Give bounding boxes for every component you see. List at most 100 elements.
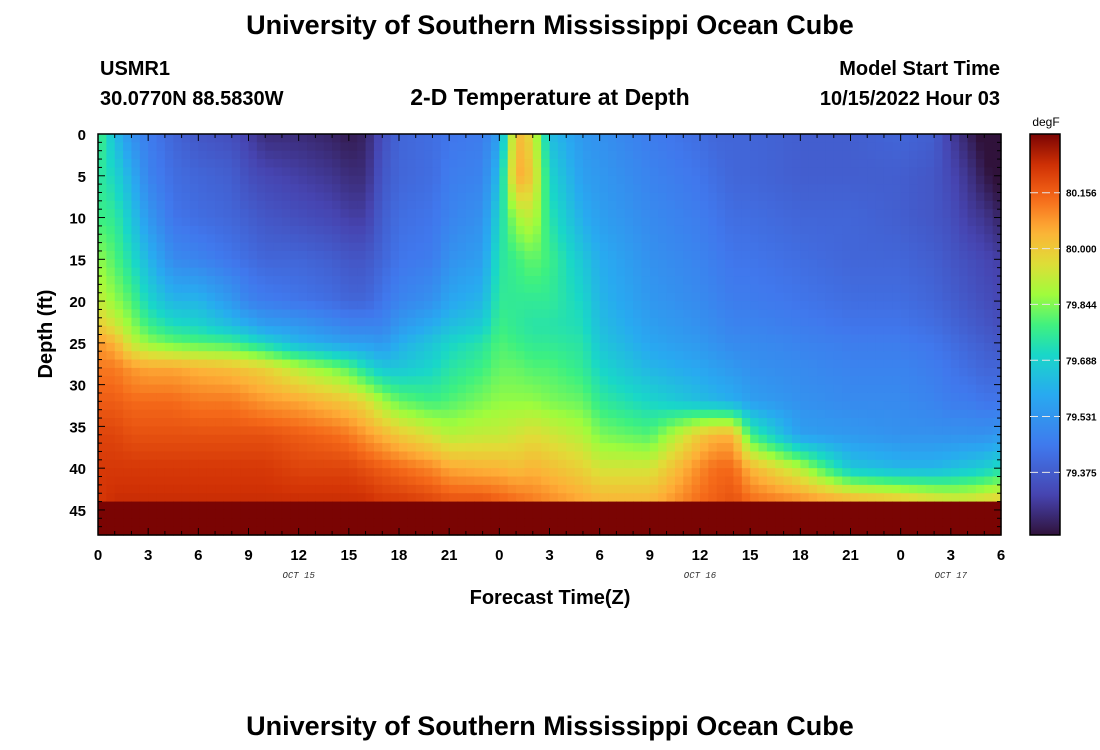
heatmap-cell <box>490 351 500 361</box>
heatmap-cell <box>156 493 166 503</box>
heatmap-cell <box>399 242 408 252</box>
heatmap-cell <box>499 367 509 377</box>
heatmap-cell <box>766 292 776 302</box>
heatmap-cell <box>566 317 576 327</box>
heatmap-cell <box>892 468 902 478</box>
heatmap-cell <box>850 326 860 336</box>
heatmap-cell <box>867 309 877 319</box>
heatmap-cell <box>490 259 500 269</box>
heatmap-cell <box>658 501 668 511</box>
heatmap-cell <box>775 259 785 269</box>
heatmap-cell <box>909 150 918 160</box>
heatmap-cell <box>909 376 918 386</box>
heatmap-cell <box>741 276 751 285</box>
heatmap-cell <box>817 443 827 453</box>
heatmap-cell <box>465 309 475 319</box>
heatmap-cell <box>173 392 183 402</box>
heatmap-cell <box>925 342 935 352</box>
heatmap-cell <box>566 501 576 511</box>
heatmap-cell <box>992 250 1002 260</box>
heatmap-cell <box>549 267 559 277</box>
heatmap-cell <box>507 134 517 143</box>
heatmap-cell <box>867 234 877 244</box>
heatmap-cell <box>424 434 434 444</box>
heatmap-cell <box>557 443 567 453</box>
heatmap-cell <box>850 167 860 177</box>
heatmap-cell <box>591 459 601 469</box>
heatmap-cell <box>382 225 392 235</box>
heatmap-cell <box>800 334 810 344</box>
heatmap-cell <box>281 309 291 319</box>
heatmap-cell <box>323 443 333 453</box>
heatmap-cell <box>432 250 442 260</box>
heatmap-cell <box>758 443 768 453</box>
heatmap-cell <box>348 426 358 436</box>
heatmap-cell <box>900 292 910 302</box>
heatmap-cell <box>273 334 283 344</box>
heatmap-cell <box>549 434 559 444</box>
heatmap-cell <box>340 376 350 386</box>
heatmap-cell <box>674 250 684 260</box>
heatmap-cell <box>591 292 601 302</box>
heatmap-cell <box>240 225 250 235</box>
heatmap-cell <box>566 434 576 444</box>
heatmap-cell <box>700 150 709 160</box>
heatmap-cell <box>549 501 559 511</box>
heatmap-cell <box>950 184 960 194</box>
heatmap-cell <box>315 468 325 478</box>
heatmap-cell <box>399 175 408 185</box>
heatmap-cell <box>240 250 250 260</box>
heatmap-cell <box>850 317 860 327</box>
heatmap-cell <box>674 409 684 419</box>
heatmap-cell <box>474 434 484 444</box>
heatmap-cell <box>616 493 626 503</box>
heatmap-cell <box>490 509 500 519</box>
heatmap-cell <box>683 175 693 185</box>
heatmap-cell <box>825 142 835 152</box>
heatmap-cell <box>800 184 810 194</box>
heatmap-cell <box>189 418 199 427</box>
heatmap-cell <box>959 242 969 252</box>
heatmap-cell <box>365 217 375 227</box>
heatmap-cell <box>541 301 551 311</box>
heatmap-cell <box>114 459 124 469</box>
heatmap-cell <box>114 376 124 386</box>
heatmap-cell <box>875 376 885 386</box>
heatmap-cell <box>499 493 509 503</box>
heatmap-cell <box>499 192 509 202</box>
heatmap-cell <box>557 209 567 219</box>
heatmap-cell <box>992 217 1002 227</box>
heatmap-cell <box>457 309 467 319</box>
heatmap-cell <box>206 242 216 252</box>
heatmap-cell <box>206 209 216 219</box>
heatmap-cell <box>800 242 810 252</box>
heatmap-cell <box>892 184 902 194</box>
heatmap-cell <box>365 401 375 411</box>
heatmap-cell <box>934 484 944 494</box>
heatmap-cell <box>273 451 283 461</box>
heatmap-cell <box>198 493 208 503</box>
heatmap-cell <box>240 259 250 269</box>
heatmap-cell <box>173 351 183 361</box>
heatmap-cell <box>365 134 375 143</box>
heatmap-cell <box>557 451 567 461</box>
heatmap-cell <box>649 309 659 319</box>
heatmap-cell <box>432 376 442 386</box>
heatmap-cell <box>800 409 810 419</box>
heatmap-cell <box>382 493 392 503</box>
heatmap-cell <box>223 401 233 411</box>
heatmap-cell <box>532 317 542 327</box>
heatmap-cell <box>725 459 735 469</box>
heatmap-cell <box>917 184 927 194</box>
heatmap-cell <box>599 367 609 377</box>
heatmap-cell <box>156 301 166 311</box>
heatmap-cell <box>131 242 141 252</box>
heatmap-cell <box>800 443 810 453</box>
heatmap-cell <box>624 209 634 219</box>
heatmap-cell <box>900 418 910 427</box>
heatmap-cell <box>482 351 492 361</box>
heatmap-cell <box>457 392 467 402</box>
heatmap-cell <box>507 342 517 352</box>
heatmap-cell <box>683 468 693 478</box>
heatmap-cell <box>173 401 183 411</box>
